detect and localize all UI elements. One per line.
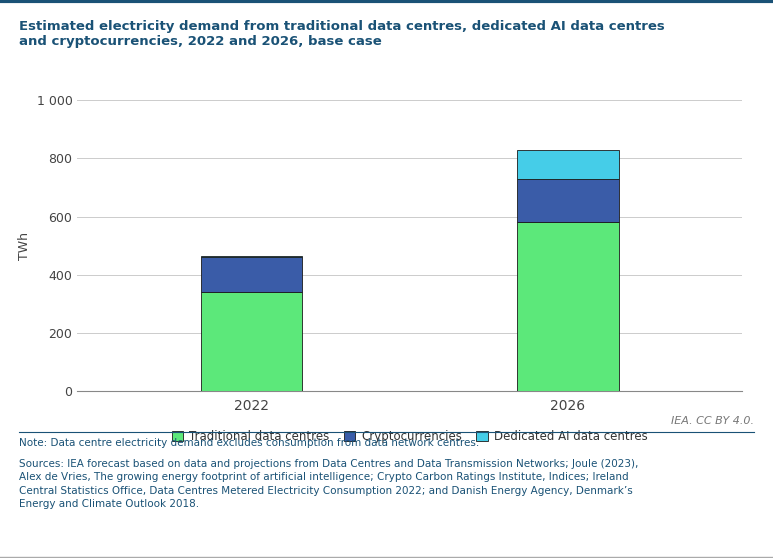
Text: Note: Data centre electricity demand excludes consumption from data network cent: Note: Data centre electricity demand exc…	[19, 438, 479, 448]
Text: Estimated electricity demand from traditional data centres, dedicated AI data ce: Estimated electricity demand from tradit…	[19, 20, 665, 47]
Text: Sources: IEA forecast based on data and projections from Data Centres and Data T: Sources: IEA forecast based on data and …	[19, 459, 638, 509]
Bar	[201, 257, 302, 292]
Bar	[201, 292, 302, 391]
Legend: Traditional data centres, Cryptocurrencies, Dedicated AI data centres: Traditional data centres, Cryptocurrenci…	[167, 426, 652, 448]
Bar	[517, 222, 618, 391]
Bar	[201, 256, 302, 257]
Bar	[517, 179, 618, 222]
Text: IEA. CC BY 4.0.: IEA. CC BY 4.0.	[671, 416, 754, 426]
Y-axis label: TWh: TWh	[18, 232, 31, 259]
Bar	[517, 150, 618, 179]
